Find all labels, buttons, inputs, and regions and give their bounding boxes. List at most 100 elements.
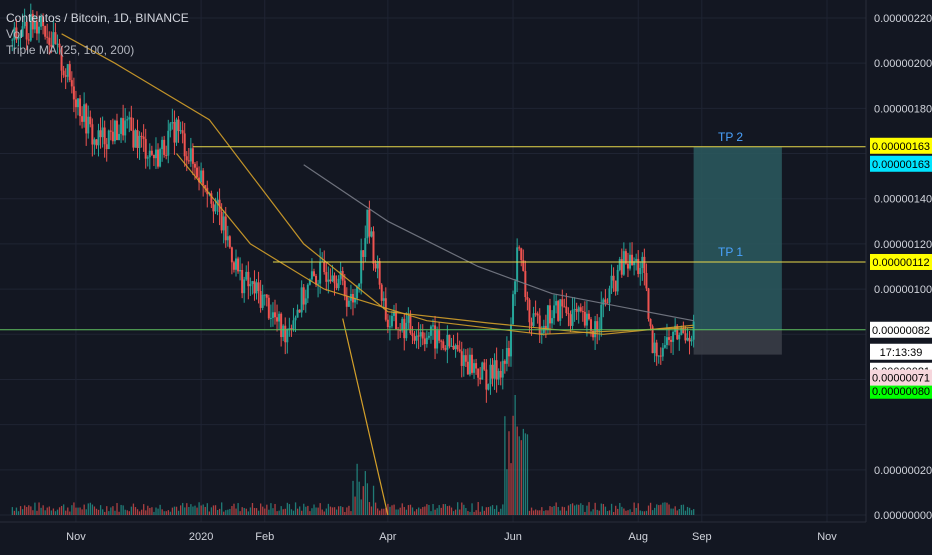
candle-body (647, 288, 650, 319)
volume-bar (493, 508, 496, 515)
candle-body (590, 319, 593, 331)
volume-bar (241, 507, 243, 515)
volume-bar (325, 508, 327, 515)
volume-bar (383, 508, 385, 515)
volume-bar (571, 503, 574, 515)
candle-body (95, 139, 98, 146)
volume-bar (126, 510, 128, 515)
volume-bar (282, 509, 284, 515)
candle-body (11, 39, 14, 41)
volume-bar (586, 505, 588, 515)
volume-bar (255, 508, 258, 515)
candle-body (204, 185, 207, 188)
candle-body (27, 39, 30, 41)
candle-body (548, 305, 551, 324)
price-label: 0.00000163 (872, 159, 930, 171)
candle-body (68, 64, 71, 81)
volume-bar (366, 483, 369, 515)
volume-bar (247, 511, 250, 515)
x-tick-label: Sep (692, 531, 712, 543)
volume-bar (231, 506, 233, 515)
volume-bar (202, 504, 204, 515)
candle-body (495, 360, 498, 380)
candle-body (458, 349, 461, 352)
volume-bar (518, 436, 520, 515)
candle-body (575, 308, 578, 312)
volume-bar (147, 505, 149, 515)
volume-bar (116, 503, 118, 515)
volume-bar (40, 507, 42, 515)
candle-body (196, 167, 199, 178)
volume-bar (167, 510, 169, 515)
volume-bar (44, 510, 46, 515)
volume-bar (372, 485, 375, 515)
y-tick-label: 0.00000120 (874, 239, 932, 251)
candle-body (58, 43, 61, 48)
volume-bar (204, 506, 206, 515)
volume-bar (344, 511, 346, 515)
candle-body (653, 342, 656, 354)
volume-bar (643, 511, 646, 515)
volume-bar (440, 507, 442, 515)
volume-bar (237, 503, 239, 515)
candle-body (154, 149, 157, 159)
volume-bar (85, 509, 87, 515)
y-tick-label: 0.00000220 (874, 13, 932, 25)
volume-bar (600, 503, 602, 515)
volume-bar (520, 440, 522, 515)
volume-bar (405, 509, 408, 515)
candle-body (101, 127, 104, 138)
volume-bar (89, 502, 91, 515)
candle-body (317, 283, 320, 285)
candle-body (93, 139, 96, 145)
candle-body (81, 116, 84, 122)
candle-body (384, 298, 387, 320)
candle-body (140, 135, 143, 137)
volume-bar (60, 505, 63, 515)
volume-bar (641, 511, 644, 515)
candle-body (442, 341, 445, 349)
volume-bar (604, 506, 607, 515)
volume-bar (307, 505, 309, 515)
volume-bar (83, 504, 85, 515)
volume-bar (489, 506, 492, 515)
volume-legend: Vol (6, 27, 23, 41)
volume-bar (688, 507, 691, 515)
candle-body (310, 271, 313, 280)
candle-body (111, 131, 114, 142)
candle-body (415, 335, 418, 341)
volume-bar (102, 509, 104, 515)
candle-body (468, 354, 471, 375)
candle-body (585, 313, 588, 326)
candle-body (150, 150, 153, 155)
candle-body (228, 236, 231, 248)
volume-bar (184, 507, 186, 515)
candle-body (651, 326, 654, 354)
candle-body (220, 211, 223, 231)
candle-body (481, 362, 484, 380)
candle-body (663, 345, 666, 348)
candle-body (464, 355, 467, 362)
y-tick-label: 0.00000000 (874, 510, 932, 522)
volume-bar (192, 506, 194, 515)
volume-bar (621, 506, 623, 515)
volume-bar (504, 416, 506, 515)
candle-body (126, 119, 129, 121)
candle-body (144, 138, 147, 159)
candle-body (278, 313, 281, 322)
candle-body (360, 250, 363, 284)
volume-bar (576, 504, 578, 515)
candle-body (522, 260, 525, 271)
volume-bar (496, 505, 498, 515)
volume-bar (38, 502, 40, 515)
candle-body (288, 328, 291, 330)
candle-body (528, 299, 531, 323)
candle-body (532, 313, 535, 326)
volume-bar (368, 502, 371, 515)
candle-body (438, 330, 441, 341)
volume-bar (296, 508, 299, 515)
volume-bar (598, 510, 600, 515)
candle-body (157, 149, 160, 167)
volume-bar (317, 507, 319, 515)
